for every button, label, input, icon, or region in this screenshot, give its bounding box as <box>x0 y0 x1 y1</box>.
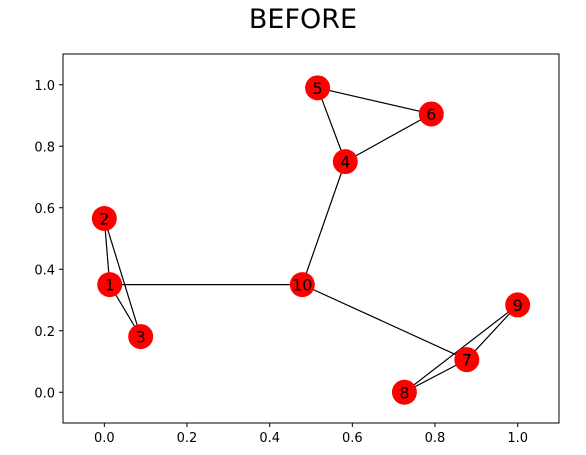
y-tick-label: 0.4 <box>34 263 55 278</box>
y-tick-label: 0.8 <box>34 140 55 155</box>
node-3 <box>128 324 154 350</box>
node-8 <box>391 379 417 405</box>
x-axis: 0.0 0.2 0.4 0.6 0.8 1.0 <box>94 423 528 446</box>
node-label-9: 9 <box>513 296 523 315</box>
node-label-2: 2 <box>99 210 109 229</box>
node-label-1: 1 <box>105 276 115 295</box>
edge-2-3 <box>103 218 142 337</box>
edge-10-7 <box>302 284 468 361</box>
x-tick-label: 0.8 <box>425 431 446 446</box>
y-axis: 0.0 0.2 0.4 0.6 0.8 1.0 <box>34 79 63 401</box>
node-label-7: 7 <box>462 351 472 370</box>
graph-nodes: 1 2 3 4 5 6 7 8 9 10 <box>91 75 531 405</box>
edge-5-6 <box>317 87 432 115</box>
node-4 <box>332 149 358 175</box>
node-5 <box>305 75 331 101</box>
node-6 <box>418 101 444 127</box>
x-tick-label: 0.0 <box>94 431 115 446</box>
x-tick-label: 1.0 <box>507 431 528 446</box>
node-label-8: 8 <box>399 383 409 402</box>
node-9 <box>505 292 531 318</box>
node-2 <box>91 206 117 232</box>
edge-4-5 <box>317 87 346 162</box>
node-10 <box>289 272 315 298</box>
node-1 <box>97 272 123 298</box>
y-tick-label: 0.2 <box>34 325 55 340</box>
node-label-5: 5 <box>313 79 323 98</box>
chart-title: BEFORE <box>249 4 357 35</box>
x-tick-label: 0.4 <box>259 431 280 446</box>
x-tick-label: 0.6 <box>342 431 363 446</box>
y-tick-label: 0.6 <box>34 202 55 217</box>
x-tick-label: 0.2 <box>177 431 198 446</box>
edge-4-6 <box>345 113 432 163</box>
node-label-4: 4 <box>340 153 350 172</box>
y-tick-label: 1.0 <box>34 79 55 94</box>
node-label-10: 10 <box>292 276 312 295</box>
y-tick-label: 0.0 <box>34 386 55 401</box>
node-label-6: 6 <box>426 105 436 124</box>
node-label-3: 3 <box>136 328 146 347</box>
node-7 <box>454 347 480 373</box>
edge-10-4 <box>301 161 346 285</box>
plot-area-frame <box>62 53 560 424</box>
